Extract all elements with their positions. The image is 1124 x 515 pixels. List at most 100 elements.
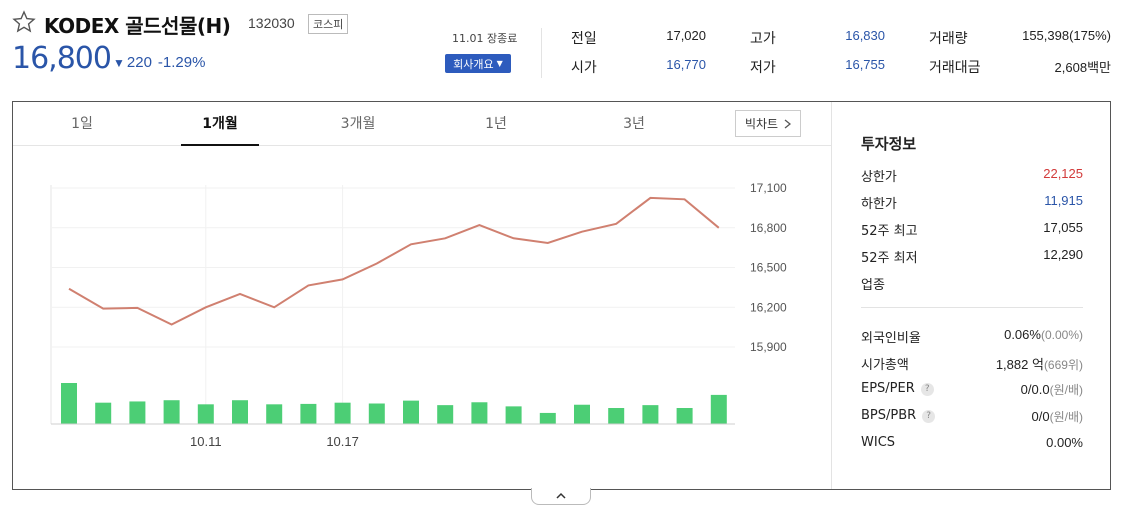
volume-bar <box>61 383 77 424</box>
market-status: 11.01 장종료 <box>452 32 518 45</box>
invest-label: 52주 최저 <box>861 251 918 266</box>
quote-value-volume: 155,398(175%) <box>1022 28 1111 43</box>
invest-label: BPS/PBR <box>861 408 917 423</box>
invest-row-upper-limit: 상한가 22,125 <box>861 166 1083 186</box>
invest-value-sub: (0.00%) <box>1040 328 1083 342</box>
company-overview-label: 회사개요 <box>453 57 494 71</box>
tab-1year[interactable]: 1년 <box>485 116 507 132</box>
quote-label-high: 고가 <box>750 31 776 47</box>
invest-label: 시가총액 <box>861 358 909 373</box>
caret-down-icon: ▼ <box>496 59 503 68</box>
tab-3year[interactable]: 3년 <box>623 116 645 132</box>
invest-value: 0.06% <box>1004 327 1041 342</box>
volume-bar <box>710 394 727 424</box>
invest-row-52w-high: 52주 최고 17,055 <box>861 220 1083 240</box>
invest-value: 12,290 <box>1043 247 1083 262</box>
tab-1day[interactable]: 1일 <box>71 116 93 132</box>
quote-label-prev: 전일 <box>571 31 597 47</box>
invest-value-sub: (원/배) <box>1049 410 1083 424</box>
invest-row-eps-per: EPS/PER? 0/0.0(원/배) <box>861 381 1083 401</box>
volume-bar <box>608 408 625 424</box>
current-price: 16,800 <box>12 41 112 76</box>
volume-bar <box>163 400 180 424</box>
invest-label: WICS <box>861 435 896 450</box>
invest-label: 하한가 <box>861 197 897 212</box>
volume-bar <box>266 404 283 424</box>
invest-value: 0/0.0 <box>1020 382 1050 397</box>
big-chart-label: 빅차트 <box>744 117 779 131</box>
invest-value: 17,055 <box>1043 220 1083 235</box>
invest-info-title: 투자정보 <box>861 135 917 153</box>
invest-row-wics: WICS 0.00% <box>861 435 1083 455</box>
change-percent: -1.29% <box>157 54 206 71</box>
y-tick-label: 16,200 <box>750 300 787 314</box>
invest-value-sub: (669위) <box>1043 358 1083 372</box>
invest-label: 상한가 <box>861 170 897 185</box>
volume-bar <box>539 412 556 424</box>
y-tick-label: 16,800 <box>750 221 787 235</box>
invest-row-foreign-ratio: 외국인비율 0.06%(0.00%) <box>861 327 1083 347</box>
change-amount: 220 <box>126 54 152 71</box>
invest-value-sub: (원/배) <box>1049 383 1083 397</box>
invest-row-industry: 업종 <box>861 274 1083 294</box>
quote-value-prev: 17,020 <box>666 28 706 43</box>
chart-panel: 1일 1개월 3개월 1년 3년 빅차트 17,100 16,800 16,500 1… <box>12 101 1111 490</box>
quote-value-high: 16,830 <box>845 28 885 43</box>
volume-bar <box>676 408 693 424</box>
volume-bar <box>368 403 385 424</box>
volume-bar <box>403 400 419 424</box>
help-icon[interactable]: ? <box>922 410 936 423</box>
y-tick-label: 15,900 <box>750 340 787 354</box>
y-tick-label: 16,500 <box>750 261 787 275</box>
volume-bar <box>232 400 248 424</box>
quote-value-amount: 2,608백만 <box>1054 60 1111 75</box>
side-divider <box>831 102 832 489</box>
period-tabs: 1일 1개월 3개월 1년 3년 빅차트 <box>13 102 831 146</box>
chevron-right-icon <box>784 118 792 129</box>
quote-label-open: 시가 <box>571 60 597 76</box>
volume-bar <box>505 406 522 424</box>
volume-bar <box>129 401 146 424</box>
invest-divider <box>861 307 1083 308</box>
y-tick-label: 17,100 <box>750 181 787 195</box>
x-tick-label: 10.17 <box>326 434 359 447</box>
market-badge: 코스피 <box>308 14 349 34</box>
price-change: ▼ 220 -1.29% <box>113 54 205 71</box>
invest-label: EPS/PER <box>861 381 915 396</box>
invest-value: 11,915 <box>1044 193 1083 208</box>
invest-value: 1,882 억 <box>995 357 1044 372</box>
invest-label: 52주 최고 <box>861 224 918 239</box>
collapse-button[interactable] <box>531 488 591 505</box>
volume-bar <box>642 405 659 424</box>
price-chart: 17,100 16,800 16,500 16,200 15,900 10.11 10.17 <box>50 181 787 447</box>
invest-value: 0.00% <box>1046 435 1083 450</box>
company-overview-button[interactable]: 회사개요 ▼ <box>445 54 511 73</box>
big-chart-button[interactable]: 빅차트 <box>735 110 801 137</box>
invest-value: 22,125 <box>1043 166 1083 181</box>
quote-label-volume: 거래량 <box>929 31 968 47</box>
invest-value: 0/0 <box>1031 409 1050 424</box>
triangle-down-icon: ▼ <box>113 56 125 70</box>
invest-label: 업종 <box>861 278 885 293</box>
volume-bar <box>197 404 214 424</box>
stock-code: 132030 <box>248 15 295 31</box>
invest-row-52w-low: 52주 최저 12,290 <box>861 247 1083 267</box>
help-icon[interactable]: ? <box>920 383 934 396</box>
quote-value-low: 16,755 <box>845 57 885 72</box>
volume-bar <box>300 403 317 424</box>
volume-bar <box>471 402 488 424</box>
chevron-up-icon <box>556 492 566 499</box>
invest-row-bps-pbr: BPS/PBR? 0/0(원/배) <box>861 408 1083 428</box>
x-tick-label: 10.11 <box>190 434 222 447</box>
price-line <box>68 196 720 326</box>
invest-row-market-cap: 시가총액 1,882 억(669위) <box>861 354 1083 374</box>
tab-3month[interactable]: 3개월 <box>340 116 376 132</box>
header-divider <box>541 28 542 78</box>
favorite-star-icon[interactable] <box>12 10 36 34</box>
volume-bar <box>95 402 112 424</box>
volume-bar <box>334 402 351 424</box>
volume-bar <box>574 404 590 424</box>
tab-1month[interactable]: 1개월 <box>181 102 259 146</box>
invest-row-lower-limit: 하한가 11,915 <box>861 193 1083 213</box>
invest-label: 외국인비율 <box>861 331 921 346</box>
